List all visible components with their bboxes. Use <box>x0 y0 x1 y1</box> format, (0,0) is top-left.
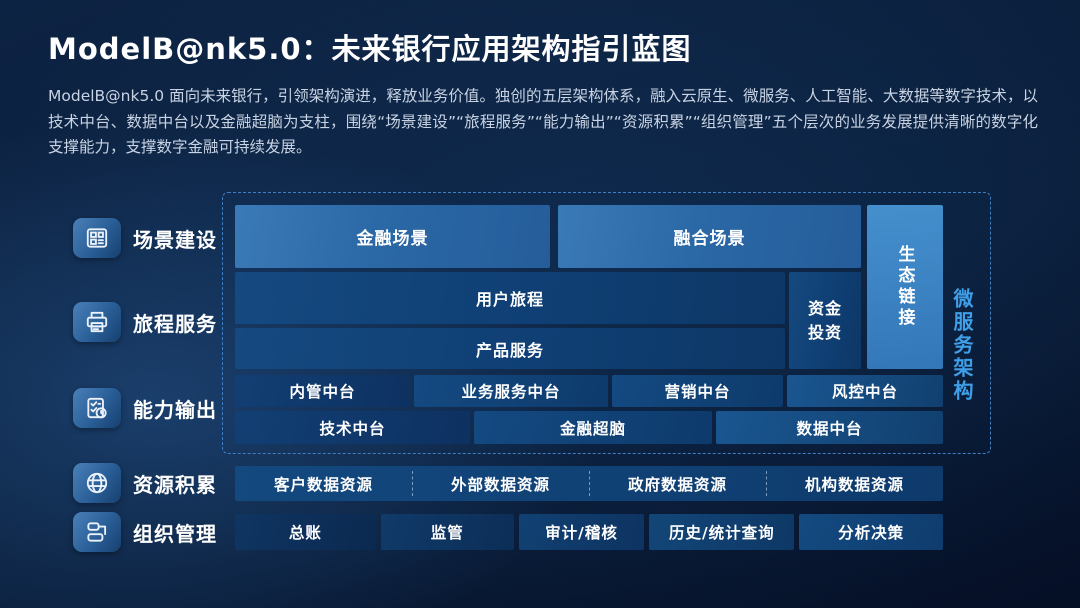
org-box-analysis-decision: 分析决策 <box>799 514 944 550</box>
org-box-history-stats-query: 历史/统计查询 <box>649 514 795 550</box>
block-data-platform: 数据中台 <box>716 411 943 444</box>
fund-investment-label: 资金投资 <box>808 298 843 342</box>
block-finance-superbrain: 金融超脑 <box>474 411 712 444</box>
block-fusion-scene: 融合场景 <box>558 205 861 268</box>
sidebar-item-capability-output: 能力输出 <box>73 388 217 428</box>
description-paragraph: ModelB@nk5.0 面向未来银行，引领架构演进，释放业务价值。独创的五层架… <box>48 87 1038 157</box>
block-internal-mgmt-platform: 内管中台 <box>235 375 410 407</box>
dashboard-grid-icon <box>73 218 121 258</box>
org-chart-icon <box>73 512 121 552</box>
sidebar-item-organization-management: 组织管理 <box>73 512 217 552</box>
sidebar-item-label: 场景建设 <box>133 227 217 252</box>
sidebar-item-label: 资源积累 <box>133 472 217 497</box>
block-business-service-platform: 业务服务中台 <box>414 375 608 407</box>
resource-cell-external-data: 外部数据资源 <box>412 466 589 501</box>
sidebar-item-scene-building: 场景建设 <box>73 218 217 258</box>
sidebar-item-label: 能力输出 <box>133 397 217 422</box>
page-title: ModelB@nk5.0：未来银行应用架构指引蓝图 <box>48 32 692 66</box>
block-product-service: 产品服务 <box>235 328 785 369</box>
checklist-clock-icon <box>73 388 121 428</box>
resource-bar: 客户数据资源 外部数据资源 政府数据资源 机构数据资源 <box>235 466 943 501</box>
microservice-architecture-label: 微服务架构 <box>950 287 974 403</box>
block-risk-control-platform: 风控中台 <box>787 375 943 407</box>
architecture-blocks: 金融场景 融合场景 用户旅程 产品服务 资金投资 生态链接 内管中台 业务服务中… <box>235 205 943 444</box>
resource-cell-government-data: 政府数据资源 <box>589 466 766 501</box>
sidebar-item-journey-service: 旅程服务 <box>73 302 217 342</box>
block-user-journey: 用户旅程 <box>235 272 785 324</box>
resource-cell-institution-data: 机构数据资源 <box>766 466 943 501</box>
architecture-panel: 金融场景 融合场景 用户旅程 产品服务 资金投资 生态链接 内管中台 业务服务中… <box>222 192 991 454</box>
block-fund-investment: 资金投资 <box>789 272 861 369</box>
sidebar-item-label: 组织管理 <box>133 521 217 546</box>
org-box-regulation: 监管 <box>380 514 514 550</box>
globe-icon <box>73 463 121 503</box>
block-eco-link: 生态链接 <box>867 205 943 369</box>
org-box-audit: 审计/稽核 <box>518 514 645 550</box>
eco-link-label: 生态链接 <box>894 245 915 329</box>
block-tech-platform: 技术中台 <box>235 411 470 444</box>
block-marketing-platform: 营销中台 <box>612 375 783 407</box>
sidebar-item-resource-accumulation: 资源积累 <box>73 463 217 503</box>
sidebar-item-label: 旅程服务 <box>133 311 217 336</box>
org-box-general-ledger: 总账 <box>235 514 376 550</box>
block-finance-scene: 金融场景 <box>235 205 550 268</box>
resource-cell-customer-data: 客户数据资源 <box>273 475 373 494</box>
org-management-row: 总账 监管 审计/稽核 历史/统计查询 分析决策 <box>235 514 944 550</box>
journey-printer-icon <box>73 302 121 342</box>
